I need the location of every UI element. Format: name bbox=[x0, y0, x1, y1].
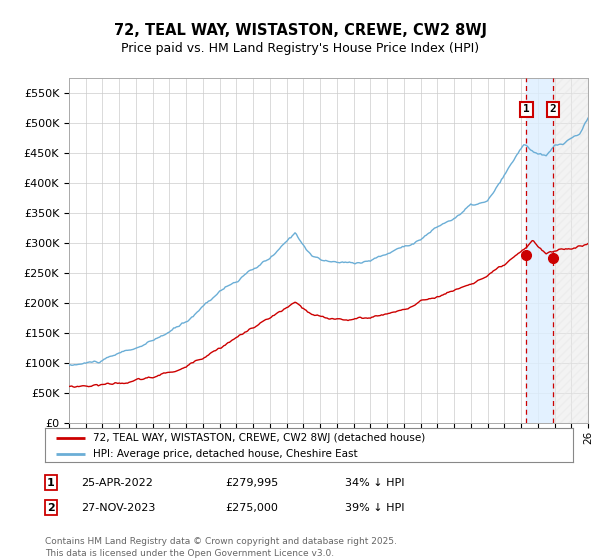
Text: 2: 2 bbox=[47, 503, 55, 513]
Text: £279,995: £279,995 bbox=[225, 478, 278, 488]
Bar bbox=[553, 78, 588, 423]
Text: 34% ↓ HPI: 34% ↓ HPI bbox=[345, 478, 404, 488]
Text: Contains HM Land Registry data © Crown copyright and database right 2025.
This d: Contains HM Land Registry data © Crown c… bbox=[45, 537, 397, 558]
Bar bbox=[526, 78, 553, 423]
Text: 72, TEAL WAY, WISTASTON, CREWE, CW2 8WJ (detached house): 72, TEAL WAY, WISTASTON, CREWE, CW2 8WJ … bbox=[92, 433, 425, 443]
Text: HPI: Average price, detached house, Cheshire East: HPI: Average price, detached house, Ches… bbox=[92, 449, 357, 459]
Text: £275,000: £275,000 bbox=[225, 503, 278, 513]
Text: 1: 1 bbox=[47, 478, 55, 488]
Text: 27-NOV-2023: 27-NOV-2023 bbox=[81, 503, 155, 513]
Text: 39% ↓ HPI: 39% ↓ HPI bbox=[345, 503, 404, 513]
Text: Price paid vs. HM Land Registry's House Price Index (HPI): Price paid vs. HM Land Registry's House … bbox=[121, 42, 479, 55]
Text: 1: 1 bbox=[523, 104, 530, 114]
Text: 25-APR-2022: 25-APR-2022 bbox=[81, 478, 153, 488]
Text: 72, TEAL WAY, WISTASTON, CREWE, CW2 8WJ: 72, TEAL WAY, WISTASTON, CREWE, CW2 8WJ bbox=[113, 24, 487, 38]
Text: 2: 2 bbox=[550, 104, 556, 114]
